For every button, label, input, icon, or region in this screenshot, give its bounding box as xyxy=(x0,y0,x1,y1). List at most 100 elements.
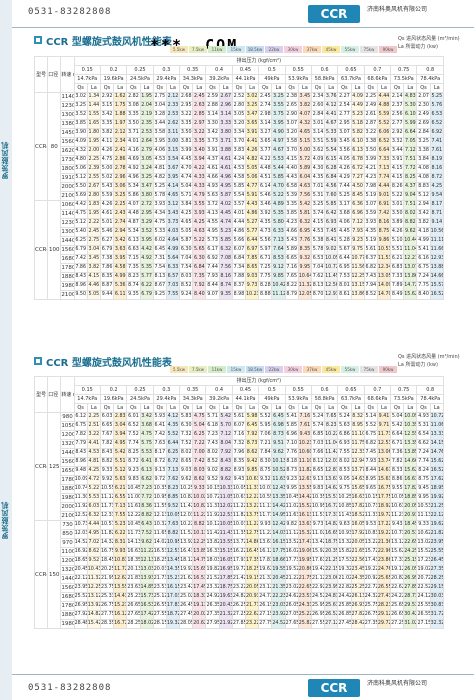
cell-la: 4.63 xyxy=(192,227,207,237)
cell-qs: 9.73 xyxy=(310,520,326,530)
col-header-qs: Qs xyxy=(152,403,167,413)
cell-la: 20.43 xyxy=(218,601,233,611)
cell-la: 9.35 xyxy=(218,290,233,300)
cell-la: 3.25 xyxy=(139,173,154,183)
cell-la: 6.95 xyxy=(297,227,312,237)
cell-la: 3.73 xyxy=(165,218,181,228)
cell-qs: 13.12 xyxy=(390,538,405,548)
cell-la: 2.96 xyxy=(113,173,128,183)
side-strip-top xyxy=(0,0,12,350)
cell-la: 7.65 xyxy=(324,412,339,422)
cell-qs: 8.40 xyxy=(416,290,431,300)
cell-la: 3.88 xyxy=(218,146,233,156)
cell-qs: 19.32 xyxy=(337,565,352,575)
cell-la: 6.84 xyxy=(192,263,207,273)
cell-la: 7.33 xyxy=(376,155,392,165)
cell-qs: 23.53 xyxy=(152,583,167,593)
cell-la: 15.23 xyxy=(165,574,181,584)
col-header-qs: Qs xyxy=(258,83,273,93)
page-footer: 0531-83282808 CCR 济南科奥风机有限公司 xyxy=(12,674,474,700)
cell-la: 17.85 xyxy=(218,574,233,584)
cell-la: 6.28 xyxy=(324,164,339,174)
cell-qs: 4.09 xyxy=(310,155,326,165)
cell-qs: 13.72 xyxy=(231,538,247,548)
cell-la: 1.62 xyxy=(113,92,128,102)
cell-qs: 8.82 xyxy=(99,457,115,467)
cell-la: 2.25 xyxy=(113,200,128,210)
cell-la: 28.25 xyxy=(429,574,445,584)
cell-qs: 2.98 xyxy=(258,110,273,120)
cell-qs: 19.52 xyxy=(284,565,299,575)
col-header-qs: Qs xyxy=(231,403,247,413)
cell-la: 6.64 xyxy=(376,146,392,156)
col-header-la: La xyxy=(218,83,233,93)
cell-la: 7.12 xyxy=(403,146,418,156)
cell-qs: 16.33 xyxy=(205,547,220,557)
cell-la: 6.96 xyxy=(350,209,365,219)
cell-la: 16.15 xyxy=(165,583,181,593)
cell-qs: 2.56 xyxy=(390,110,405,120)
cell-qs: 4.15 xyxy=(390,173,405,183)
cell-qs: 10.45 xyxy=(126,520,141,530)
cell-qs: 3.85 xyxy=(284,209,299,219)
col-header-pressure: 0.7 xyxy=(363,65,392,75)
cell-la: 26.45 xyxy=(429,556,445,566)
cell-qs: 9.23 xyxy=(284,475,299,485)
cell-qs: 11.22 xyxy=(231,502,247,512)
cell-qs: 11.65 xyxy=(152,529,167,539)
cell-qs: 11.12 xyxy=(284,529,299,539)
col-header-qs: Qs xyxy=(99,403,115,413)
cell-la: 4.25 xyxy=(192,218,207,228)
cell-la: 8.43 xyxy=(218,457,233,467)
col-header-kpa: 29.4kPa xyxy=(152,394,181,404)
cell-la: 21.25 xyxy=(429,502,445,512)
cell-la: 1.65 xyxy=(86,119,101,129)
cell-la: 22.23 xyxy=(271,592,286,602)
cell-qs: 4.69 xyxy=(126,155,141,165)
cell-qs: 9.83 xyxy=(310,484,326,494)
cell-qs: 5.63 xyxy=(205,191,220,201)
cell-qs: 5.12 xyxy=(416,191,431,201)
cell-la: 12.53 xyxy=(165,547,181,557)
cell-la: 11.05 xyxy=(218,493,233,503)
cell-la: 14.62 xyxy=(324,484,339,494)
cell-qs: 11.00 xyxy=(126,493,141,503)
row-rpm: 1560 xyxy=(60,457,75,467)
cell-qs: 10.73 xyxy=(390,529,405,539)
cell-la: 7.03 xyxy=(165,281,181,291)
cell-qs: 5.22 xyxy=(390,191,405,201)
cell-qs: 2.75 xyxy=(152,92,167,102)
cell-la: 4.58 xyxy=(113,263,128,273)
cell-qs: 3.90 xyxy=(73,128,88,138)
cell-qs: 2.45 xyxy=(258,92,273,102)
cell-qs: 27.85 xyxy=(231,619,247,629)
cell-qs: 2.34 xyxy=(310,92,326,102)
legend-swatch: 11kw xyxy=(208,46,226,53)
table-row: 1780 26.95 13.92 26.75 15.23 26.65 16.53 26.55 1… xyxy=(35,601,445,611)
cell-la: 11.22 xyxy=(192,511,207,521)
cell-la: 10.44 xyxy=(403,236,418,246)
cell-la: 21.75 xyxy=(297,574,312,584)
cell-qs: 8.18 xyxy=(284,457,299,467)
cell-la: 25.82 xyxy=(297,619,312,629)
cell-qs: 8.43 xyxy=(73,272,88,282)
cell-qs: 4.95 xyxy=(205,227,220,237)
col-header-kpa: 53.9kPa xyxy=(284,394,312,404)
legend-swatch: 75kw xyxy=(360,46,378,53)
cell-la: 13.88 xyxy=(429,263,445,273)
cell-qs: 12.33 xyxy=(99,511,115,521)
cell-la: 7.00 xyxy=(192,448,207,458)
cell-la: 6.45 xyxy=(244,421,260,431)
cell-qs: 7.88 xyxy=(231,272,247,282)
row-model: CCR-100 xyxy=(33,200,49,300)
cell-la: 2.41 xyxy=(113,146,128,156)
cell-qs: 2.82 xyxy=(126,92,141,102)
cell-qs: 5.85 xyxy=(284,421,299,431)
row-rpm: 2100 xyxy=(60,191,75,201)
cell-qs: 10.85 xyxy=(337,502,352,512)
cell-qs: 4.74 xyxy=(179,173,194,183)
cell-qs: 11.53 xyxy=(310,511,326,521)
legend-swatch: 5.5kw xyxy=(170,366,188,373)
cell-la: 6.91 xyxy=(376,200,392,210)
cell-la: 7.12 xyxy=(218,430,233,440)
